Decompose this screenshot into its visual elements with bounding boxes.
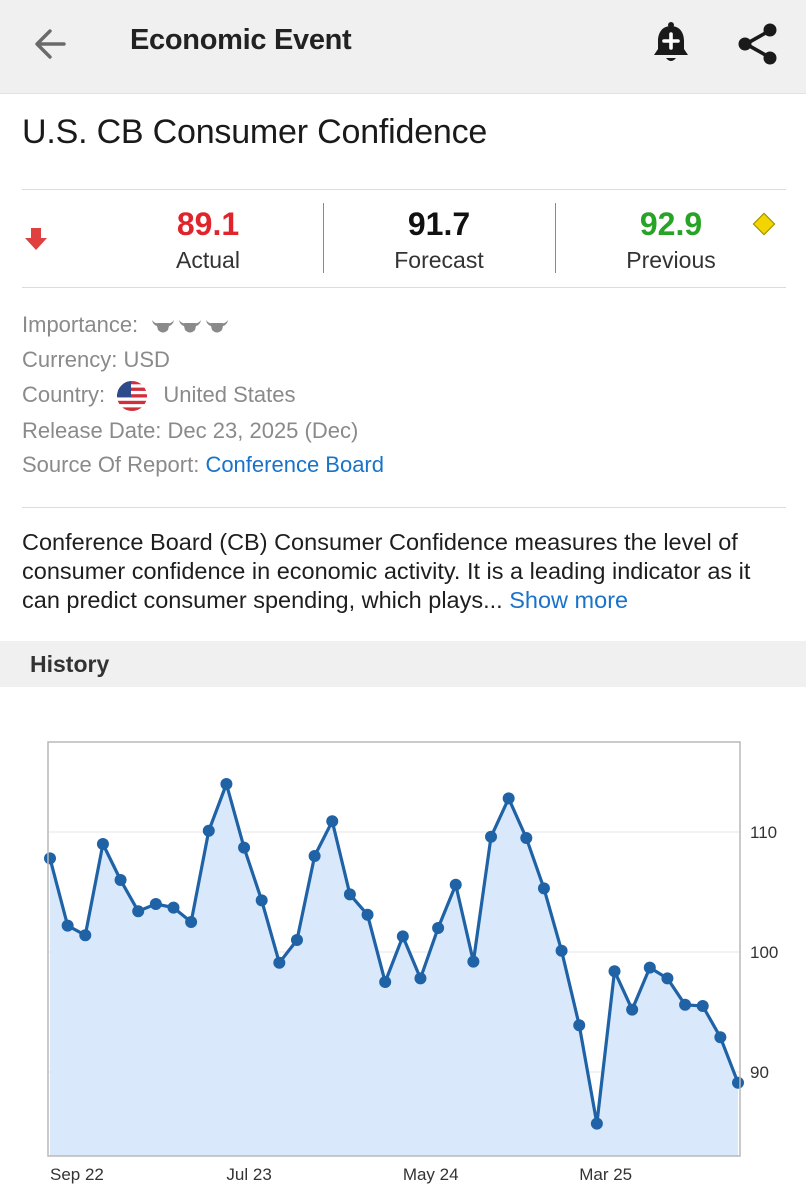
data-point [555,944,568,957]
bull-icon [152,320,229,333]
forecast-label: Forecast [394,247,484,273]
event-title: U.S. CB Consumer Confidence [22,113,488,151]
data-point [714,1031,727,1044]
data-point [502,792,515,805]
country-value: United States [163,381,296,407]
data-point [626,1003,639,1016]
x-tick-label: May 24 [403,1165,459,1184]
data-point [308,850,321,862]
currency-row: Currency: USD [22,347,170,373]
share-button[interactable] [732,18,784,70]
stat-separator [323,203,324,273]
data-point [608,965,621,978]
series-line [48,782,740,1126]
data-point [661,972,674,985]
history-title: History [30,651,110,677]
source-row: Source Of Report: Conference Board [22,452,384,478]
app-bar: Economic Event [0,0,806,94]
app-title: Economic Event [130,24,352,56]
source-link[interactable]: Conference Board [205,452,384,477]
plot-frame [47,741,741,1157]
actual-label: Actual [176,247,240,273]
data-point [79,929,92,942]
data-point [396,930,409,943]
source-label: Source Of Report: [22,452,200,477]
previous-label: Previous [626,247,716,273]
description-text: Conference Board (CB) Consumer Confidenc… [22,529,751,613]
data-point [44,852,56,865]
currency-label: Currency: [22,347,118,372]
data-point [432,922,445,934]
y-tick-label: 100 [750,943,778,962]
data-point [149,898,162,910]
data-point [485,830,498,843]
release-row: Release Date: Dec 23, 2025 (Dec) [22,418,358,444]
data-point [167,901,180,914]
data-point [343,888,356,901]
bell-plus-icon [654,22,688,61]
data-point [537,882,550,895]
history-chart[interactable]: 90 100 110 Sep 22 Jul 23 May 24 Mar 25 [0,720,806,1199]
us-flag-icon [117,381,148,411]
release-value: Dec 23, 2025 (Dec) [167,418,359,443]
show-more-link[interactable]: Show more [509,587,629,613]
data-point [290,934,303,946]
stat-separator [555,203,556,273]
share-icon [738,23,777,65]
data-point [61,919,74,932]
data-point [202,824,215,837]
series-area [50,784,738,1156]
data-point [326,815,339,828]
data-point [696,1000,709,1012]
create-alert-button[interactable] [645,18,697,70]
event-description: Conference Board (CB) Consumer Confidenc… [22,528,792,615]
previous-stat: 92.9 Previous [602,206,740,274]
data-point [361,908,374,921]
diamond-icon[interactable] [752,212,776,236]
release-label: Release Date: [22,418,162,443]
importance-row: Importance: [22,312,232,338]
data-point [467,955,480,968]
data-point [679,998,692,1011]
x-tick-label: Mar 25 [579,1165,632,1184]
back-button[interactable] [28,24,74,64]
data-point [238,841,251,854]
importance-label: Importance: [22,312,139,337]
country-label: Country: [22,381,106,407]
y-tick-label: 90 [750,1063,769,1082]
divider [22,189,786,190]
data-point [643,961,656,974]
data-point [273,956,286,969]
data-point [414,972,427,985]
history-header: History [0,641,806,687]
data-point [573,1019,586,1032]
data-point [590,1117,603,1130]
arrow-left-icon [35,29,66,59]
data-point [520,832,533,844]
currency-value: USD [123,347,170,372]
data-point [114,874,127,886]
forecast-value: 91.7 [407,206,471,242]
data-point [185,916,198,928]
actual-stat: 89.1 Actual [140,206,276,274]
data-point [220,778,233,790]
forecast-stat: 91.7 Forecast [370,206,508,274]
y-tick-label: 110 [750,823,777,842]
x-tick-label: Sep 22 [50,1165,104,1184]
x-tick-label: Jul 23 [226,1165,271,1184]
data-point [379,976,392,988]
data-point [96,838,109,850]
divider [22,287,786,288]
data-point [132,905,145,918]
data-point [449,878,462,891]
country-row: Country: United States [22,381,295,411]
data-point [732,1076,744,1089]
arrow-down-icon [25,228,47,250]
previous-value: 92.9 [639,206,703,242]
data-point [255,894,268,907]
actual-value: 89.1 [176,206,240,242]
divider [22,507,786,508]
